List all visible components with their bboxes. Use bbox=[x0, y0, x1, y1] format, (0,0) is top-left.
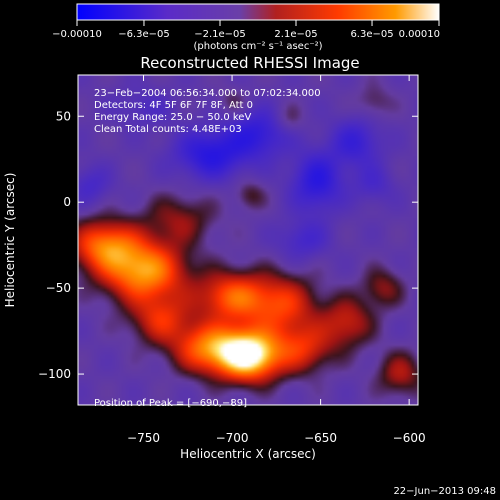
colorbar bbox=[76, 3, 440, 21]
colorbar-tick-label: 2.1e−05 bbox=[274, 29, 317, 40]
plot-frame bbox=[77, 74, 419, 406]
colorbar-tick-label: −2.1e−05 bbox=[194, 29, 246, 40]
y-tick-label: 0 bbox=[63, 195, 71, 209]
x-tick-label: −700 bbox=[216, 431, 249, 445]
chart-title: Reconstructed RHESSI Image bbox=[140, 54, 359, 72]
annotation-detectors: Detectors: 4F 5F 6F 7F 8F, Att 0 bbox=[94, 100, 253, 111]
annotation-clean-counts: Clean Total counts: 4.48E+03 bbox=[94, 124, 242, 135]
y-tick-label: −50 bbox=[46, 281, 71, 295]
footer-timestamp: 22−Jun−2013 09:48 bbox=[393, 486, 496, 497]
y-tick-label: −100 bbox=[38, 367, 71, 381]
x-axis-label: Heliocentric X (arcsec) bbox=[180, 447, 316, 461]
annotation-energy-range: Energy Range: 25.0 − 50.0 keV bbox=[94, 112, 251, 123]
y-axis-ticks: 50 0 −50 −100 bbox=[38, 109, 418, 381]
colorbar-unit-label: (photons cm⁻² s⁻¹ asec⁻²) bbox=[193, 41, 322, 52]
y-axis-label: Heliocentric Y (arcsec) bbox=[3, 173, 17, 308]
colorbar-tick-label: 6.3e−05 bbox=[350, 29, 393, 40]
colorbar-tick-label: −6.3e−05 bbox=[118, 29, 170, 40]
annotation-time-range: 23−Feb−2004 06:56:34.000 to 07:02:34.000 bbox=[94, 88, 321, 99]
peak-position-label: Position of Peak = [−690,−89] bbox=[94, 398, 247, 409]
x-tick-label: −750 bbox=[127, 431, 160, 445]
x-tick-label: −650 bbox=[304, 431, 337, 445]
x-tick-label: −600 bbox=[393, 431, 426, 445]
colorbar-tick-label: 0.00010 bbox=[399, 29, 440, 40]
heatmap-image bbox=[78, 75, 418, 405]
x-axis-ticks: −750 −700 −650 −600 bbox=[127, 75, 426, 445]
y-tick-label: 50 bbox=[56, 109, 71, 123]
colorbar-ticks: −0.00010 −6.3e−05 −2.1e−05 2.1e−05 6.3e−05 0.… bbox=[52, 20, 440, 40]
colorbar-tick-label: −0.00010 bbox=[52, 29, 102, 40]
